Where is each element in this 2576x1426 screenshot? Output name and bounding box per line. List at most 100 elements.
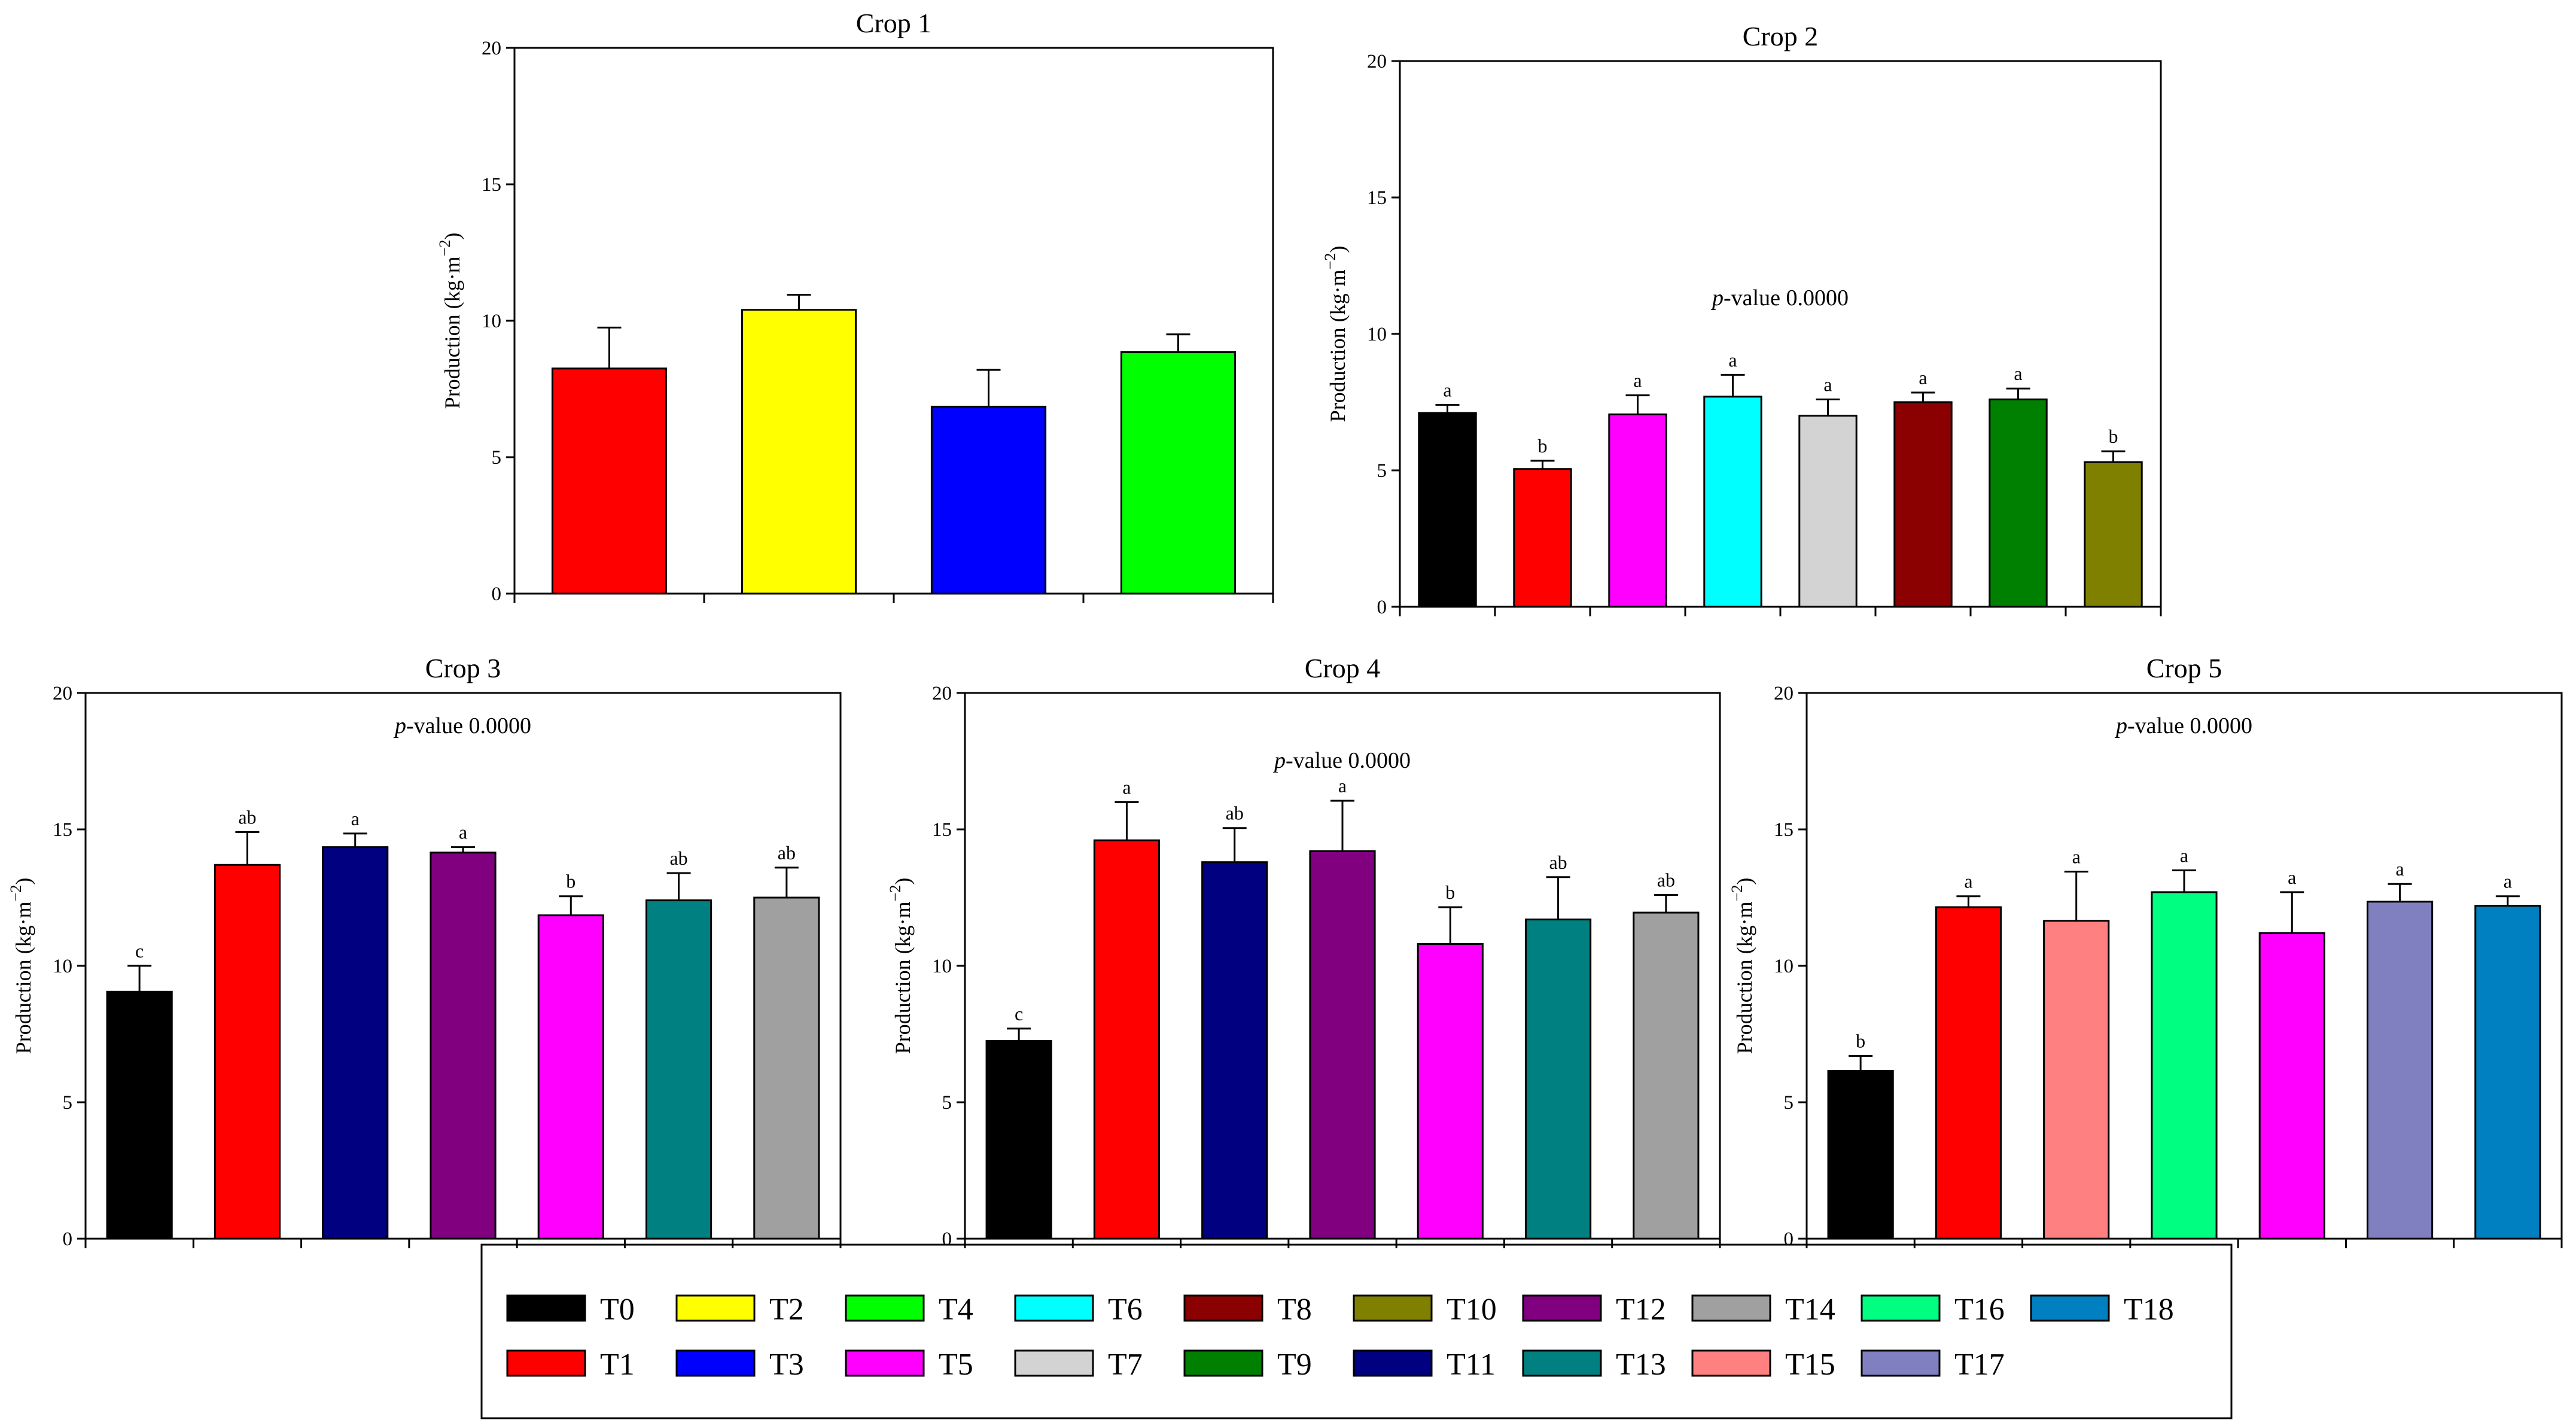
significance-label: b	[2109, 425, 2118, 447]
significance-label: ab	[1549, 852, 1567, 873]
y-tick-label: 5	[942, 1092, 952, 1114]
legend-swatch	[1522, 1294, 1602, 1322]
legend-item-t11: T11	[1353, 1348, 1496, 1382]
bar-t1	[551, 367, 668, 595]
chart-title: Crop 2	[1743, 21, 1819, 51]
y-tick-label: 20	[1774, 683, 1794, 704]
legend-swatch	[1691, 1349, 1771, 1377]
legend-label: T5	[939, 1348, 973, 1382]
legend-swatch	[506, 1349, 586, 1377]
legend-item-t12: T12	[1522, 1293, 1666, 1327]
bar-t2	[741, 309, 857, 595]
bar-t0	[1827, 1070, 1894, 1240]
legend-swatch	[1353, 1294, 1433, 1322]
legend-swatch	[1353, 1349, 1433, 1377]
significance-label: a	[2504, 871, 2512, 892]
significance-label: b	[1445, 881, 1455, 903]
bar-t0	[1418, 412, 1477, 608]
y-tick-label: 10	[53, 956, 72, 977]
y-tick-label: 5	[1784, 1092, 1794, 1114]
legend-item-t7: T7	[1014, 1348, 1143, 1382]
y-tick-label: 0	[1377, 597, 1387, 618]
significance-label: b	[1856, 1030, 1865, 1051]
significance-label: ab	[238, 807, 256, 828]
bar-t12	[430, 852, 497, 1240]
significance-label: a	[1728, 349, 1737, 370]
y-axis-label-superscript: −2	[436, 240, 453, 257]
bar-t6	[1703, 396, 1762, 608]
p-value-italic: p	[393, 713, 406, 738]
y-axis-label-superscript: −2	[1728, 885, 1746, 902]
significance-label: ab	[669, 847, 687, 869]
legend-item-t6: T6	[1014, 1293, 1143, 1327]
bar-t14	[1633, 911, 1700, 1240]
bar-t5	[1417, 943, 1484, 1240]
significance-label: ab	[778, 842, 796, 863]
bar-t9	[1989, 398, 2048, 608]
y-axis-label-tail: )	[1326, 246, 1350, 253]
legend-label: T7	[1108, 1348, 1143, 1382]
legend-swatch	[1014, 1349, 1094, 1377]
legend-label: T15	[1785, 1348, 1835, 1382]
chart-panel-crop-1: Crop 1 0 5 10 15 20 Production (kg·m−2)	[436, 8, 1274, 605]
legend-swatch	[845, 1349, 925, 1377]
p-value-text: -value 0.0000	[1724, 285, 1849, 311]
legend-label: T17	[1954, 1348, 2005, 1382]
y-tick-label: 15	[1367, 187, 1387, 209]
p-value-annotation: p-value 0.0000	[1272, 748, 1411, 773]
chart-title: Crop 5	[2146, 653, 2222, 683]
legend-label: T2	[769, 1293, 804, 1327]
significance-label: a	[1823, 373, 1832, 395]
significance-label: ab	[1226, 802, 1244, 824]
y-axis-label-tail: )	[891, 878, 915, 885]
significance-label: a	[1122, 776, 1131, 798]
legend-swatch	[1861, 1294, 1941, 1322]
legend-swatch	[1183, 1349, 1263, 1377]
bar-t5	[2258, 932, 2325, 1240]
legend-item-t2: T2	[675, 1293, 804, 1327]
y-axis-label-tail: )	[440, 233, 464, 240]
legend-swatch	[1691, 1294, 1771, 1322]
legend-item-t15: T15	[1691, 1348, 1835, 1382]
significance-label: a	[1633, 370, 1642, 391]
bar-t1	[214, 863, 281, 1240]
y-axis-label-main: Production (kg·m	[11, 901, 35, 1054]
y-tick-label: 10	[1367, 324, 1387, 345]
legend-frame	[480, 1243, 2233, 1419]
y-tick-label: 10	[932, 956, 952, 977]
y-axis-label-tail: )	[1732, 878, 1756, 885]
y-tick-label: 0	[1784, 1229, 1794, 1250]
y-axis-label-superscript: −2	[887, 885, 904, 902]
significance-label: a	[2395, 858, 2404, 880]
legend-label: T8	[1277, 1293, 1312, 1327]
y-tick-label: 0	[492, 583, 502, 605]
legend-label: T9	[1277, 1348, 1312, 1382]
bar-t11	[1201, 861, 1268, 1240]
bar-t13	[645, 899, 712, 1240]
significance-label: c	[135, 940, 144, 962]
y-tick-label: 10	[1774, 956, 1794, 977]
legend-item-t0: T0	[506, 1293, 635, 1327]
legend-swatch	[1183, 1294, 1263, 1322]
significance-label: c	[1015, 1003, 1023, 1024]
y-tick-label: 20	[932, 683, 952, 704]
significance-label: a	[2288, 866, 2296, 888]
y-axis-label: Production (kg·m−2)	[1728, 878, 1756, 1054]
y-axis-label: Production (kg·m−2)	[7, 878, 35, 1054]
legend-item-t8: T8	[1183, 1293, 1312, 1327]
significance-label: a	[2014, 363, 2022, 384]
legend: T0 T1 T2 T3 T4 T5 T6 T7 T8 T9 T10 T11 T12 T13 T14 T15 T1…	[480, 1243, 2233, 1419]
legend-item-t14: T14	[1691, 1293, 1835, 1327]
legend-label: T0	[600, 1293, 635, 1327]
legend-label: T1	[600, 1348, 635, 1382]
legend-item-t9: T9	[1183, 1348, 1312, 1382]
legend-label: T3	[769, 1348, 804, 1382]
legend-label: T14	[1785, 1293, 1835, 1327]
legend-item-t18: T18	[2030, 1293, 2174, 1327]
bar-t17	[2366, 901, 2434, 1240]
y-axis-label-main: Production (kg·m	[440, 256, 464, 409]
bar-t4	[1120, 351, 1237, 595]
bar-t0	[985, 1039, 1052, 1240]
significance-label: a	[459, 822, 467, 843]
